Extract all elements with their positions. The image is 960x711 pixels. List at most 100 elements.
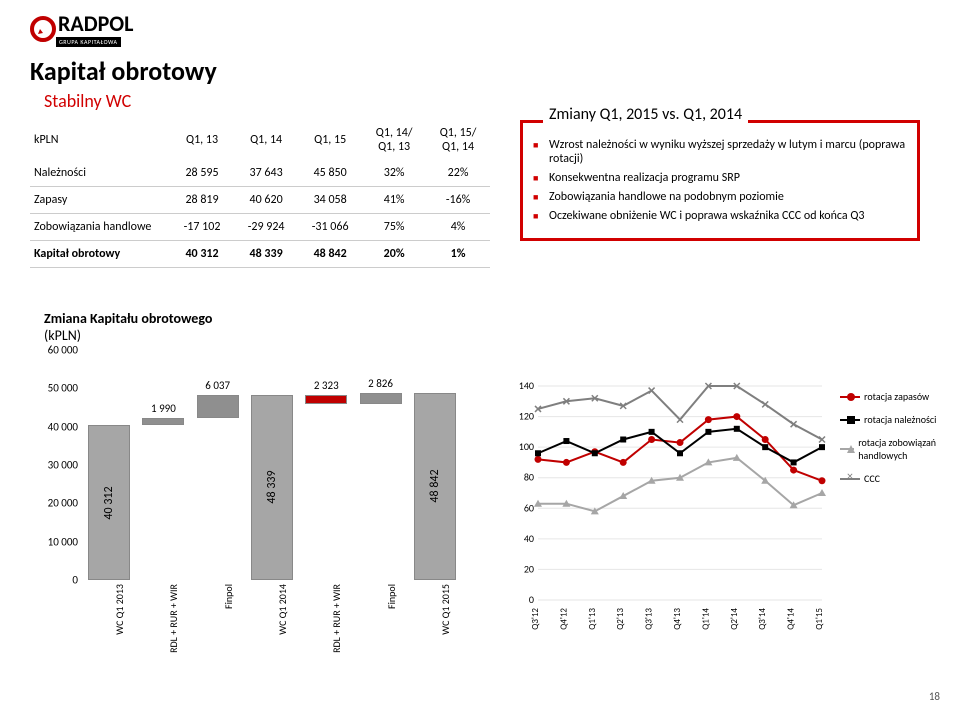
svg-text:80: 80 — [524, 471, 534, 484]
table-cell: -31 066 — [298, 214, 362, 241]
svg-text:Q1'13: Q1'13 — [587, 608, 598, 630]
bar-chart-title-main: Zmiana Kapitału obrotowego — [44, 310, 212, 327]
bar: 2 323 — [305, 395, 347, 404]
bar: 6 037 — [197, 395, 239, 418]
legend-swatch — [840, 419, 860, 421]
logo-subtext: GRUPA KAPITAŁOWA — [56, 37, 121, 47]
svg-text:140: 140 — [519, 380, 534, 392]
svg-text:Q1'15: Q1'15 — [814, 608, 825, 630]
table-row: Należności28 59537 64345 85032%22% — [30, 160, 490, 187]
bar-label: 6 037 — [197, 379, 239, 392]
table-cell: 40 312 — [170, 241, 234, 268]
bar-label: 48 842 — [428, 466, 442, 506]
bar-x-label: RDL + RUR + WIR — [330, 584, 343, 654]
bar: 40 312 — [88, 425, 130, 580]
bar-x-label: Finpol — [222, 584, 235, 654]
table-cell: -29 924 — [234, 214, 298, 241]
legend-swatch: × — [840, 478, 860, 480]
table-cell: -17 102 — [170, 214, 234, 241]
table-cell: 1% — [426, 241, 490, 268]
table-cell: 41% — [362, 187, 426, 214]
table-header: Q1, 13 — [170, 120, 234, 160]
table-row: Zobowiązania handlowe-17 102-29 924-31 0… — [30, 214, 490, 241]
bar-chart-title-sub: (kPLN) — [44, 327, 81, 344]
data-table: kPLNQ1, 13Q1, 14Q1, 15Q1, 14/Q1, 13Q1, 1… — [30, 120, 490, 268]
svg-text:Q4'12: Q4'12 — [558, 608, 569, 630]
table-header: Q1, 14/Q1, 13 — [362, 120, 426, 160]
callout-bullet: Zobowiązania handlowe na podobnym poziom… — [549, 190, 909, 204]
callout-box: Zmiany Q1, 2015 vs. Q1, 2014 Wzrost nale… — [520, 120, 920, 241]
svg-text:Q3'14: Q3'14 — [757, 608, 768, 630]
legend-label: CCC — [864, 472, 880, 485]
callout-bullet: Oczekiwane obniżenie WC i poprawa wskaźn… — [549, 209, 909, 223]
table-header: kPLN — [30, 120, 170, 160]
page-subtitle: Stabilny WC — [44, 90, 131, 112]
table-cell: 48 339 — [234, 241, 298, 268]
bar-y-tick: 50 000 — [30, 382, 78, 395]
bar-x-label: WC Q1 2013 — [113, 584, 126, 654]
table-cell: 75% — [362, 214, 426, 241]
legend-item: rotacja należności — [840, 413, 950, 426]
bar-label: 48 339 — [265, 467, 279, 507]
svg-text:Q1'14: Q1'14 — [700, 608, 711, 630]
callout-title: Zmiany Q1, 2015 vs. Q1, 2014 — [543, 105, 748, 124]
legend-item: rotacja zapasów — [840, 390, 950, 403]
bar-x-label: WC Q1 2015 — [439, 584, 452, 654]
table-cell: 22% — [426, 160, 490, 187]
svg-text:Q3'13: Q3'13 — [644, 608, 655, 630]
legend: rotacja zapasów rotacja należności rotacja… — [840, 380, 950, 495]
table-cell: 32% — [362, 160, 426, 187]
table-cell: Kapitał obrotowy — [30, 241, 170, 268]
legend-item: × CCC — [840, 472, 950, 485]
table-cell: 28 819 — [170, 187, 234, 214]
bar-y-tick: 20 000 — [30, 497, 78, 510]
table-cell: 48 842 — [298, 241, 362, 268]
svg-text:0: 0 — [529, 593, 534, 606]
bar-y-tick: 30 000 — [30, 459, 78, 472]
bar-chart: 40 312 1 990 6 037 48 339 2 323 2 826 48 842 0… — [30, 350, 470, 670]
bar-y-tick: 0 — [30, 574, 78, 587]
bar: 48 339 — [251, 395, 293, 580]
bar-label: 40 312 — [102, 483, 116, 523]
page-title: Kapitał obrotowy — [30, 55, 217, 87]
bar-label: 2 826 — [360, 377, 402, 390]
legend-label: rotacja zapasów — [864, 390, 929, 403]
bar-label: 1 990 — [142, 402, 184, 415]
logo-mark — [30, 16, 56, 42]
table-cell: 40 620 — [234, 187, 298, 214]
table-cell: 4% — [426, 214, 490, 241]
bar-x-label: RDL + RUR + WIR — [167, 584, 180, 654]
svg-text:Q3'12: Q3'12 — [530, 608, 541, 630]
legend-item: rotacja zobowiązań handlowych — [840, 436, 950, 462]
svg-text:Q4'14: Q4'14 — [786, 608, 797, 630]
callout-list: Wzrost należności w wyniku wyższej sprze… — [531, 138, 909, 223]
logo: RADPOL GRUPA KAPITAŁOWA — [30, 10, 133, 47]
bar-y-tick: 40 000 — [30, 420, 78, 433]
bar: 1 990 — [142, 418, 184, 426]
svg-text:Q2'13: Q2'13 — [615, 608, 626, 630]
legend-label: rotacja należności — [864, 413, 936, 426]
table-header: Q1, 14 — [234, 120, 298, 160]
bar-x-label: WC Q1 2014 — [276, 584, 289, 654]
line-chart-svg: 020406080100120140Q3'12Q4'12Q1'13Q2'13Q3… — [508, 380, 828, 660]
legend-swatch — [840, 396, 860, 398]
svg-text:100: 100 — [519, 440, 534, 453]
bar-y-tick: 60 000 — [30, 344, 78, 357]
bar-x-label: Finpol — [385, 584, 398, 654]
svg-text:20: 20 — [524, 562, 534, 575]
bar: 2 826 — [360, 393, 402, 404]
svg-text:Q2'14: Q2'14 — [729, 608, 740, 630]
table-cell: 45 850 — [298, 160, 362, 187]
table-row: Kapitał obrotowy40 31248 33948 84220%1% — [30, 241, 490, 268]
bar-plot: 40 312 1 990 6 037 48 339 2 323 2 826 48 842 — [82, 350, 462, 580]
svg-text:Q4'13: Q4'13 — [672, 608, 683, 630]
callout-bullet: Wzrost należności w wyniku wyższej sprze… — [549, 138, 909, 166]
bar-y-tick: 10 000 — [30, 535, 78, 548]
legend-label: rotacja zobowiązań handlowych — [858, 436, 950, 462]
page-number: 18 — [929, 690, 940, 703]
line-chart: 020406080100120140Q3'12Q4'12Q1'13Q2'13Q3… — [508, 380, 828, 660]
svg-text:40: 40 — [524, 532, 534, 545]
table-header: Q1, 15 — [298, 120, 362, 160]
legend-swatch — [840, 448, 854, 450]
svg-text:120: 120 — [519, 410, 534, 423]
